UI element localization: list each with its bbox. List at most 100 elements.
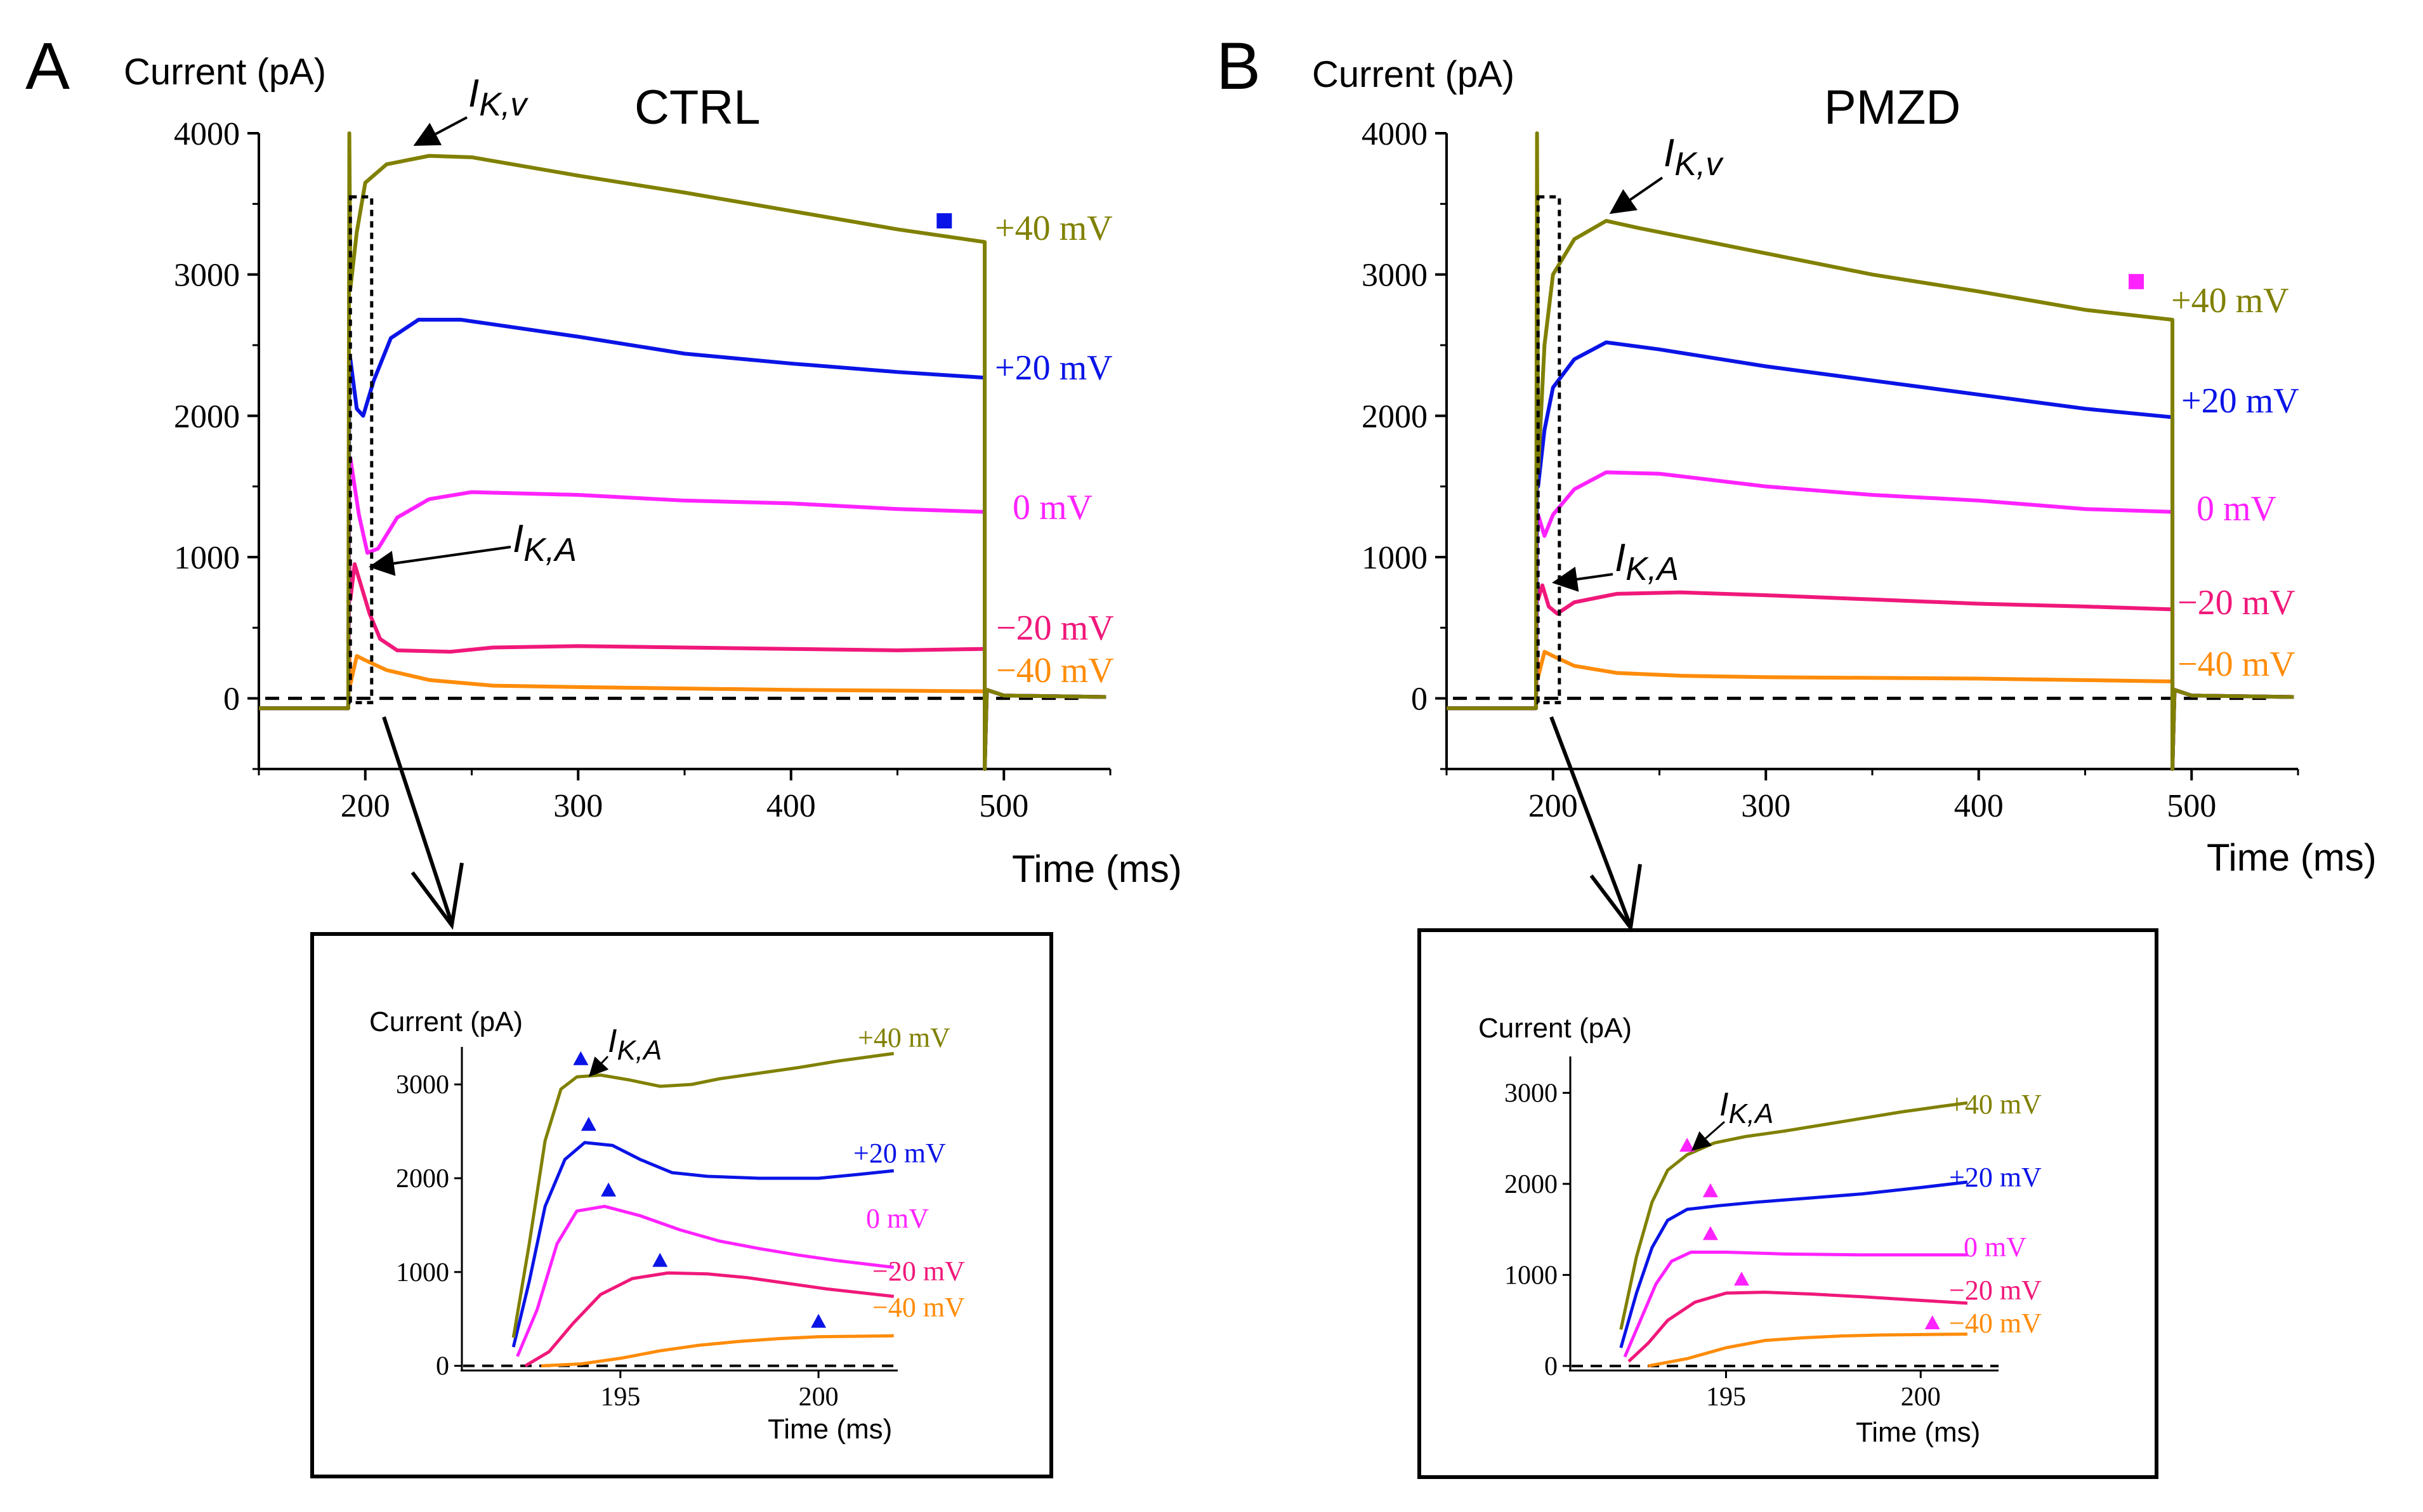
panel-b-ytick-label: 0 — [1411, 681, 1428, 718]
panel-a: A Current (pA) CTRL Time (ms) 0100020003… — [25, 29, 1182, 1478]
panel-b-zoom-arrow — [1549, 716, 1632, 928]
panel-b-inset-voltage-label: −40 mV — [1949, 1308, 2042, 1339]
panel-a-xtick-label: 300 — [553, 788, 603, 824]
panel-a-axes — [258, 133, 1110, 770]
panel-b-inset-ika-symbol: I — [1719, 1086, 1728, 1123]
panel-b-inset-triangle-marker — [1702, 1183, 1718, 1197]
panel-a-ikv-symbol: I — [468, 72, 479, 115]
panel-a-xtick-label: 200 — [341, 788, 390, 824]
panel-b-inset-xtick-label: 200 — [1901, 1383, 1941, 1412]
panel-b-inset-triangle-marker — [1679, 1138, 1695, 1152]
svg-text:IK,A: IK,A — [1615, 536, 1679, 588]
panel-a-xtick-label: 400 — [766, 788, 816, 824]
panel-a-inset-ytick-label: 3000 — [396, 1070, 449, 1100]
panel-b-title: PMZD — [1824, 81, 1960, 135]
panel-a-trace-0 — [259, 131, 1106, 771]
panel-b-inset-voltage-label: −20 mV — [1949, 1275, 2042, 1306]
panel-b-ika-symbol: I — [1615, 536, 1625, 580]
svg-text:IK,v: IK,v — [1664, 131, 1724, 183]
panel-a-inset-trace-4 — [541, 1334, 894, 1368]
panel-a-inset-voltage-labels: −40 mV −20 mV 0 mV +20 mV +40 mV — [853, 1022, 965, 1323]
panel-b-voltage-label: 0 mV — [2196, 489, 2276, 529]
panel-b-inset-ika-annotation: IK,A — [1691, 1086, 1773, 1151]
panel-a-title: CTRL — [634, 81, 760, 135]
panel-b-inset-frame — [1417, 928, 2158, 1479]
panel-a-inset-x-label: Time (ms) — [768, 1414, 892, 1445]
panel-b-inset-triangle-marker — [1734, 1272, 1749, 1286]
panel-b-inset-triangle-marker — [1702, 1226, 1718, 1240]
panel-b-inset-markers — [1679, 1138, 1940, 1329]
svg-text:IK,v: IK,v — [468, 72, 529, 123]
panel-a-inset-ytick-label: 2000 — [396, 1164, 449, 1193]
panel-b-inset-trace-1 — [1619, 1180, 1968, 1348]
panel-a-ytick-label: 4000 — [174, 116, 240, 152]
panel-a-trace-4 — [259, 654, 1106, 771]
panel-a-ytick-label: 3000 — [174, 258, 240, 294]
panel-b-voltage-label: −40 mV — [2177, 645, 2295, 684]
panel-b-xtick-label: 400 — [1954, 788, 2004, 824]
panel-a-ikv-subscript: K,v — [479, 86, 529, 123]
panel-b-inset-y-label: Current (pA) — [1478, 1013, 1632, 1044]
panel-a-inset-voltage-label: −40 mV — [872, 1292, 965, 1323]
panel-b-inset-ticks: 0 1000 2000 3000 195 200 — [1504, 1079, 1941, 1412]
panel-a-inset-voltage-label: +40 mV — [858, 1022, 950, 1053]
panel-a-ytick-label: 0 — [223, 681, 240, 718]
panel-b-inset-voltage-label: 0 mV — [1964, 1232, 2026, 1263]
panel-a-inset-markers — [573, 1051, 827, 1328]
panel-a-inset-trace-1 — [511, 1141, 895, 1348]
panel-a-ikv-annotation: IK,v — [413, 72, 529, 146]
panel-b-ytick-label: 3000 — [1362, 258, 1428, 294]
panel-b-inset-ytick-label: 3000 — [1504, 1079, 1558, 1108]
panel-a-ticks: 0 1000 2000 3000 4000 200 300 400 500 — [174, 116, 1112, 824]
panel-b-trace-1 — [1447, 340, 2294, 771]
panel-a-inset-voltage-label: 0 mV — [866, 1203, 929, 1234]
panel-b-inset-x-label: Time (ms) — [1856, 1417, 1980, 1448]
panel-a-series — [259, 131, 1106, 771]
panel-a-inset-frame — [310, 932, 1053, 1478]
panel-a-trace-3 — [259, 562, 1106, 771]
panel-a-inset-axes — [461, 1047, 898, 1372]
panel-a-zoom-arrowhead — [410, 862, 464, 930]
panel-a-ytick-label: 2000 — [174, 398, 240, 435]
panel-a-letter: A — [25, 29, 70, 103]
panel-b-inset-trace-0 — [1619, 1101, 1968, 1330]
panel-b-ikv-annotation: IK,v — [1609, 131, 1724, 214]
panel-b-xtick-label: 200 — [1528, 788, 1578, 824]
panel-b-inset-series — [1572, 1101, 1999, 1368]
panel-a-zoom-box — [348, 195, 374, 704]
panel-b-inset-axes — [1569, 1056, 1999, 1372]
panel-b-inset-xtick-label: 195 — [1706, 1383, 1746, 1412]
panel-a-ika-annotation: IK,A — [369, 517, 577, 576]
panel-b-end-square-marker — [2129, 273, 2144, 289]
panel-b-ytick-label: 4000 — [1362, 116, 1428, 152]
panel-b-ika-annotation: IK,A — [1552, 536, 1679, 592]
panel-a-ika-subscript: K,A — [523, 532, 577, 569]
panel-a-inset-triangle-marker — [601, 1182, 617, 1197]
panel-b-ika-subscript: K,A — [1625, 551, 1679, 588]
panel-a-voltage-label: +20 mV — [995, 348, 1113, 388]
panel-a-inset-triangle-marker — [573, 1051, 589, 1065]
panel-a-inset-ytick-label: 0 — [436, 1352, 449, 1381]
panel-a-inset-triangle-marker — [581, 1117, 596, 1131]
panel-b-inset-ytick-label: 0 — [1544, 1352, 1558, 1381]
panel-b-ytick-label: 1000 — [1362, 540, 1428, 576]
panel-b-y-axis-label: Current (pA) — [1312, 54, 1514, 95]
panel-a-inset-ticks: 0 1000 2000 3000 195 200 — [396, 1070, 839, 1412]
panel-a-ika-symbol: I — [513, 517, 523, 561]
panel-b-x-axis-label: Time (ms) — [2207, 836, 2377, 879]
panel-b-inset-trace-3 — [1627, 1291, 1968, 1363]
panel-b-trace-4 — [1447, 650, 2294, 771]
panel-a-inset-triangle-marker — [811, 1313, 827, 1328]
panel-a-inset-series — [463, 1051, 898, 1368]
panel-a-voltage-labels: −40 mV−20 mV 0 mV +20 mV +40 mV — [995, 209, 1114, 690]
panel-a-y-axis-label: Current (pA) — [124, 51, 326, 93]
panel-b-inset-triangle-marker — [1924, 1315, 1940, 1329]
panel-a-inset-ika-subscript: K,A — [617, 1035, 662, 1066]
panel-b-inset-trace-4 — [1648, 1332, 1967, 1368]
panel-b-ikv-subscript: K,v — [1674, 146, 1724, 183]
panel-a-zoom-arrow — [382, 716, 454, 924]
panel-b-axes — [1445, 133, 2298, 770]
panel-a-end-square-marker — [936, 213, 952, 229]
panel-a-xtick-label: 500 — [979, 788, 1028, 824]
panel-b-inset-ytick-label: 1000 — [1504, 1261, 1558, 1290]
